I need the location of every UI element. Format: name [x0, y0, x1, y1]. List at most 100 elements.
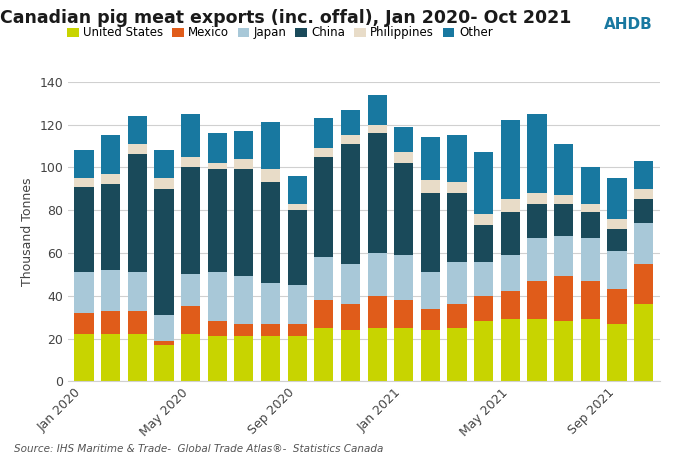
Bar: [154, 150, 173, 178]
Bar: [634, 264, 653, 304]
Bar: [367, 296, 387, 328]
Bar: [154, 315, 173, 340]
Bar: [607, 178, 626, 219]
Bar: [474, 225, 493, 262]
Bar: [235, 131, 254, 159]
Bar: [128, 154, 147, 272]
Bar: [74, 272, 94, 313]
Bar: [235, 169, 254, 276]
Bar: [394, 328, 413, 381]
Bar: [101, 184, 120, 270]
Bar: [181, 306, 200, 334]
Bar: [341, 304, 360, 330]
Bar: [314, 257, 333, 300]
Bar: [447, 304, 466, 328]
Bar: [474, 214, 493, 225]
Bar: [128, 272, 147, 311]
Bar: [421, 193, 440, 272]
Bar: [634, 161, 653, 189]
Bar: [128, 116, 147, 144]
Bar: [288, 210, 307, 285]
Bar: [154, 345, 173, 381]
Bar: [314, 148, 333, 157]
Bar: [101, 334, 120, 381]
Bar: [367, 328, 387, 381]
Bar: [341, 135, 360, 144]
Bar: [367, 133, 387, 253]
Bar: [394, 127, 413, 153]
Bar: [447, 193, 466, 262]
Bar: [341, 144, 360, 264]
Bar: [421, 309, 440, 330]
Bar: [447, 135, 466, 183]
Bar: [74, 178, 94, 187]
Bar: [581, 281, 600, 319]
Bar: [74, 187, 94, 272]
Bar: [607, 324, 626, 381]
Bar: [447, 183, 466, 193]
Bar: [207, 272, 227, 321]
Bar: [634, 223, 653, 264]
Bar: [421, 330, 440, 381]
Bar: [314, 328, 333, 381]
Bar: [581, 319, 600, 381]
Bar: [500, 199, 520, 212]
Bar: [314, 157, 333, 257]
Bar: [101, 311, 120, 334]
Bar: [154, 340, 173, 345]
Text: Source: IHS Maritime & Trade-  Global Trade Atlas®-  Statistics Canada: Source: IHS Maritime & Trade- Global Tra…: [14, 444, 383, 454]
Bar: [607, 289, 626, 324]
Bar: [581, 168, 600, 204]
Bar: [421, 272, 440, 309]
Bar: [235, 276, 254, 324]
Bar: [607, 229, 626, 251]
Bar: [207, 163, 227, 169]
Bar: [154, 178, 173, 189]
Bar: [634, 304, 653, 381]
Bar: [288, 336, 307, 381]
Bar: [235, 324, 254, 336]
Y-axis label: Thousand Tonnes: Thousand Tonnes: [20, 178, 34, 286]
Bar: [235, 336, 254, 381]
Bar: [554, 236, 573, 276]
Bar: [288, 324, 307, 336]
Bar: [314, 300, 333, 328]
Bar: [394, 153, 413, 163]
Bar: [394, 163, 413, 255]
Bar: [500, 319, 520, 381]
Bar: [367, 124, 387, 133]
Bar: [235, 159, 254, 169]
Bar: [474, 321, 493, 381]
Bar: [421, 138, 440, 180]
Bar: [581, 204, 600, 212]
Bar: [207, 336, 227, 381]
Bar: [634, 199, 653, 223]
Bar: [474, 153, 493, 214]
Bar: [74, 150, 94, 178]
Bar: [500, 212, 520, 255]
Bar: [207, 169, 227, 272]
Bar: [554, 321, 573, 381]
Bar: [421, 180, 440, 193]
Bar: [181, 168, 200, 274]
Bar: [581, 238, 600, 281]
Bar: [288, 204, 307, 210]
Bar: [554, 144, 573, 195]
Bar: [101, 174, 120, 184]
Bar: [261, 123, 280, 169]
Bar: [607, 251, 626, 289]
Bar: [634, 189, 653, 199]
Bar: [261, 336, 280, 381]
Bar: [261, 169, 280, 183]
Bar: [554, 276, 573, 321]
Bar: [181, 114, 200, 157]
Bar: [367, 94, 387, 124]
Bar: [474, 262, 493, 296]
Legend: United States, Mexico, Japan, China, Philippines, Other: United States, Mexico, Japan, China, Phi…: [62, 22, 498, 44]
Bar: [394, 300, 413, 328]
Bar: [154, 189, 173, 315]
Bar: [528, 204, 547, 238]
Bar: [101, 135, 120, 174]
Bar: [528, 114, 547, 193]
Bar: [341, 330, 360, 381]
